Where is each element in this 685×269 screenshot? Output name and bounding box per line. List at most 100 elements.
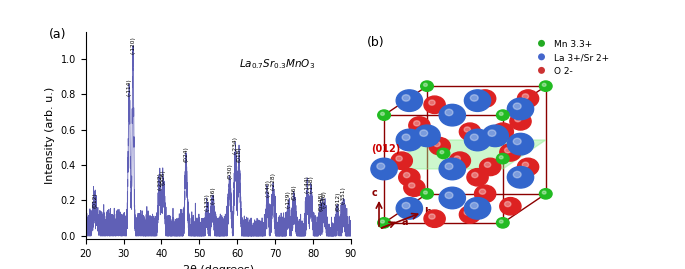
Text: (012): (012) — [92, 192, 97, 208]
Circle shape — [429, 137, 450, 155]
Circle shape — [500, 144, 521, 161]
Circle shape — [497, 218, 509, 228]
Text: (018): (018) — [236, 146, 242, 161]
Circle shape — [471, 134, 478, 140]
Circle shape — [399, 169, 420, 186]
Circle shape — [508, 98, 534, 120]
Circle shape — [377, 218, 390, 228]
Circle shape — [479, 189, 486, 194]
Circle shape — [423, 191, 427, 194]
Circle shape — [403, 172, 410, 178]
Circle shape — [437, 148, 450, 159]
Circle shape — [522, 162, 529, 167]
Text: (-120): (-120) — [131, 36, 136, 54]
Circle shape — [402, 134, 410, 140]
Circle shape — [409, 117, 430, 134]
Text: (-126): (-126) — [210, 186, 215, 204]
Text: (012): (012) — [371, 144, 401, 154]
Circle shape — [517, 90, 538, 107]
Circle shape — [402, 95, 410, 101]
Circle shape — [479, 94, 486, 99]
Circle shape — [460, 206, 481, 223]
Circle shape — [429, 214, 435, 219]
Circle shape — [475, 185, 496, 203]
Text: (-246): (-246) — [322, 190, 327, 208]
Circle shape — [500, 197, 521, 215]
Text: (b): (b) — [366, 36, 384, 49]
Circle shape — [505, 148, 511, 153]
Circle shape — [464, 210, 471, 215]
Text: (-132): (-132) — [204, 193, 210, 211]
Circle shape — [475, 90, 496, 107]
Text: (-234): (-234) — [233, 136, 238, 154]
Text: (0248): (0248) — [318, 192, 323, 211]
Text: a: a — [401, 217, 408, 227]
Circle shape — [381, 220, 384, 223]
Circle shape — [472, 172, 478, 178]
Circle shape — [445, 163, 453, 169]
Circle shape — [439, 187, 465, 209]
Circle shape — [467, 169, 488, 186]
Text: (036): (036) — [292, 185, 297, 200]
Circle shape — [377, 163, 385, 169]
Circle shape — [460, 123, 481, 140]
Circle shape — [429, 100, 435, 105]
Text: La$_{0.7}$Sr$_{0.3}$MnO$_3$: La$_{0.7}$Sr$_{0.3}$MnO$_3$ — [240, 57, 316, 71]
Circle shape — [449, 152, 471, 169]
Circle shape — [482, 125, 508, 147]
Circle shape — [439, 104, 465, 126]
Circle shape — [543, 83, 546, 86]
Circle shape — [396, 90, 423, 111]
Circle shape — [421, 189, 434, 199]
Circle shape — [396, 129, 423, 151]
Circle shape — [484, 162, 490, 167]
Circle shape — [440, 151, 444, 154]
Circle shape — [377, 110, 390, 120]
Text: (-114): (-114) — [127, 78, 132, 96]
Circle shape — [497, 153, 509, 164]
Circle shape — [424, 96, 445, 114]
Circle shape — [493, 123, 514, 140]
Circle shape — [488, 130, 496, 136]
Circle shape — [396, 156, 402, 161]
Text: (030): (030) — [227, 163, 232, 179]
Circle shape — [508, 133, 534, 155]
Circle shape — [445, 109, 453, 116]
Circle shape — [479, 158, 501, 176]
Text: (a): (a) — [49, 28, 66, 41]
X-axis label: 2θ (degrees): 2θ (degrees) — [183, 265, 254, 269]
Circle shape — [408, 183, 415, 188]
Circle shape — [445, 192, 453, 199]
Circle shape — [421, 81, 434, 91]
Text: (-129): (-129) — [286, 190, 291, 208]
Y-axis label: Intensity (arb. u.): Intensity (arb. u.) — [45, 87, 55, 185]
Circle shape — [464, 197, 490, 219]
Circle shape — [403, 179, 425, 196]
Circle shape — [391, 152, 412, 169]
Circle shape — [497, 110, 509, 120]
Text: (-228): (-228) — [271, 172, 276, 190]
Circle shape — [510, 113, 531, 130]
Text: (-138): (-138) — [309, 175, 314, 193]
Circle shape — [396, 197, 423, 219]
Circle shape — [513, 171, 521, 178]
Circle shape — [522, 94, 529, 99]
Circle shape — [513, 103, 521, 109]
Circle shape — [497, 127, 503, 132]
Circle shape — [471, 202, 478, 209]
Circle shape — [381, 112, 384, 115]
Circle shape — [517, 158, 538, 176]
Text: (-222): (-222) — [157, 172, 162, 190]
Circle shape — [499, 112, 503, 115]
Circle shape — [540, 81, 552, 91]
Circle shape — [464, 127, 471, 132]
Circle shape — [424, 210, 445, 227]
Text: (006): (006) — [161, 169, 166, 185]
Text: (-240): (-240) — [265, 179, 270, 197]
Text: (0012): (0012) — [335, 192, 340, 211]
Circle shape — [434, 141, 440, 147]
Text: (024): (024) — [184, 146, 188, 161]
Circle shape — [454, 156, 460, 161]
Circle shape — [514, 116, 521, 122]
Circle shape — [540, 189, 552, 199]
